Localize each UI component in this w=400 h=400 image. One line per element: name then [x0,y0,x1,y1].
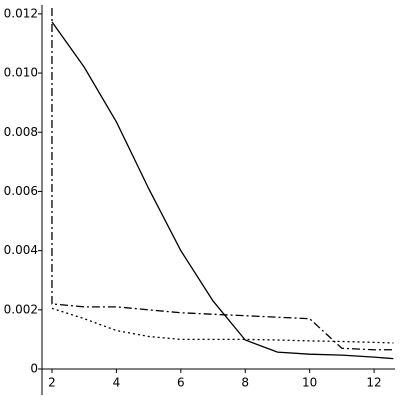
y-tick-label: 0 [30,362,38,376]
line-series [51,7,394,351]
line-series [51,21,394,360]
x-tick-label: 12 [366,376,381,390]
y-tick-label: 0.006 [4,184,38,198]
y-tick-label: 0.010 [4,66,38,80]
x-tick-label: 8 [241,376,249,390]
line-series [51,307,394,344]
y-tick-label: 0.004 [4,243,38,257]
x-tick-label: 10 [302,376,317,390]
y-tick-label: 0.008 [4,125,38,139]
x-tick-label: 6 [177,376,185,390]
y-tick-label: 0.012 [4,6,38,20]
x-tick-label: 2 [48,376,56,390]
x-tick-label: 4 [113,376,121,390]
y-tick-label: 0.002 [4,302,38,316]
